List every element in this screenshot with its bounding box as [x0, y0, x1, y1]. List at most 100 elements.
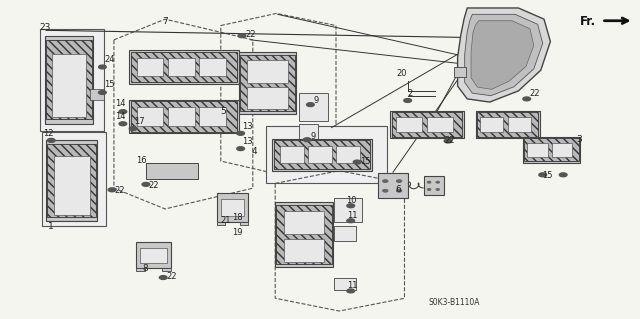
- Text: 3: 3: [576, 135, 582, 144]
- Bar: [217, 222, 225, 225]
- Circle shape: [99, 65, 106, 69]
- Bar: [240, 55, 295, 111]
- Circle shape: [559, 173, 567, 177]
- Bar: [273, 139, 371, 171]
- Circle shape: [383, 180, 388, 182]
- Bar: [454, 67, 466, 77]
- Circle shape: [237, 147, 244, 151]
- Bar: [477, 112, 538, 137]
- Text: 22: 22: [166, 272, 177, 281]
- Text: 12: 12: [44, 129, 54, 138]
- Polygon shape: [458, 8, 550, 102]
- Circle shape: [142, 182, 150, 186]
- Circle shape: [237, 131, 244, 135]
- Bar: [334, 198, 362, 222]
- Bar: [168, 58, 195, 76]
- Text: 1: 1: [48, 222, 54, 231]
- Bar: [247, 61, 287, 83]
- Bar: [284, 239, 324, 262]
- Text: S0K3-B1110A: S0K3-B1110A: [429, 298, 480, 307]
- Circle shape: [307, 103, 314, 107]
- Bar: [131, 52, 237, 82]
- Bar: [240, 222, 248, 225]
- Text: 9: 9: [310, 132, 316, 141]
- Circle shape: [159, 276, 167, 279]
- Polygon shape: [465, 14, 543, 96]
- Circle shape: [99, 91, 106, 94]
- Circle shape: [404, 99, 412, 102]
- Bar: [131, 101, 237, 131]
- Bar: [378, 173, 408, 198]
- Text: 11: 11: [348, 281, 358, 290]
- Bar: [299, 93, 328, 121]
- Bar: [146, 163, 198, 179]
- Text: 4: 4: [252, 147, 257, 156]
- Text: 10: 10: [346, 196, 356, 205]
- Polygon shape: [471, 21, 534, 89]
- Text: 15: 15: [360, 157, 370, 166]
- Text: 20: 20: [397, 69, 407, 78]
- Text: 15: 15: [542, 171, 552, 180]
- Circle shape: [539, 173, 547, 177]
- Bar: [266, 126, 387, 183]
- Text: 2: 2: [408, 89, 413, 98]
- Bar: [140, 248, 167, 263]
- Circle shape: [436, 189, 439, 190]
- Circle shape: [397, 180, 401, 182]
- Circle shape: [129, 127, 137, 130]
- Bar: [247, 87, 287, 109]
- Bar: [129, 100, 239, 133]
- Bar: [40, 29, 104, 131]
- Circle shape: [303, 138, 311, 142]
- Circle shape: [397, 189, 401, 192]
- Bar: [199, 107, 226, 126]
- Circle shape: [428, 182, 431, 183]
- Text: Fr.: Fr.: [580, 15, 596, 27]
- Bar: [239, 52, 296, 114]
- Text: 14: 14: [115, 100, 125, 108]
- Text: 14: 14: [115, 112, 125, 121]
- Bar: [163, 268, 172, 271]
- Bar: [46, 140, 97, 221]
- Bar: [552, 143, 573, 157]
- Bar: [90, 89, 104, 100]
- Text: 22: 22: [529, 89, 540, 98]
- Bar: [524, 138, 579, 161]
- Bar: [42, 132, 106, 226]
- Bar: [45, 36, 93, 123]
- Circle shape: [428, 189, 431, 190]
- Bar: [476, 111, 540, 138]
- Bar: [427, 117, 454, 132]
- Bar: [276, 205, 332, 264]
- Text: 15: 15: [104, 80, 115, 89]
- Text: 13: 13: [242, 137, 253, 146]
- Text: 21: 21: [221, 216, 231, 225]
- Bar: [396, 117, 422, 132]
- Circle shape: [436, 182, 439, 183]
- Bar: [334, 226, 356, 241]
- Text: 22: 22: [245, 30, 255, 39]
- Bar: [54, 156, 90, 215]
- Text: 23: 23: [40, 23, 51, 32]
- Circle shape: [347, 289, 355, 293]
- Text: 19: 19: [232, 228, 242, 237]
- Circle shape: [347, 204, 355, 208]
- Bar: [424, 176, 444, 195]
- Circle shape: [47, 138, 55, 142]
- Bar: [275, 140, 369, 169]
- Text: 11: 11: [348, 211, 358, 220]
- Bar: [137, 58, 163, 76]
- Text: 18: 18: [232, 213, 243, 222]
- Circle shape: [119, 110, 127, 114]
- Text: 22: 22: [445, 136, 455, 145]
- Circle shape: [523, 97, 531, 101]
- Bar: [284, 211, 324, 234]
- Text: 22: 22: [114, 186, 124, 195]
- Circle shape: [444, 139, 452, 143]
- Bar: [47, 144, 96, 217]
- Circle shape: [347, 219, 355, 223]
- Circle shape: [108, 188, 116, 192]
- Text: 5: 5: [220, 107, 226, 116]
- Bar: [221, 199, 244, 216]
- Bar: [136, 242, 172, 268]
